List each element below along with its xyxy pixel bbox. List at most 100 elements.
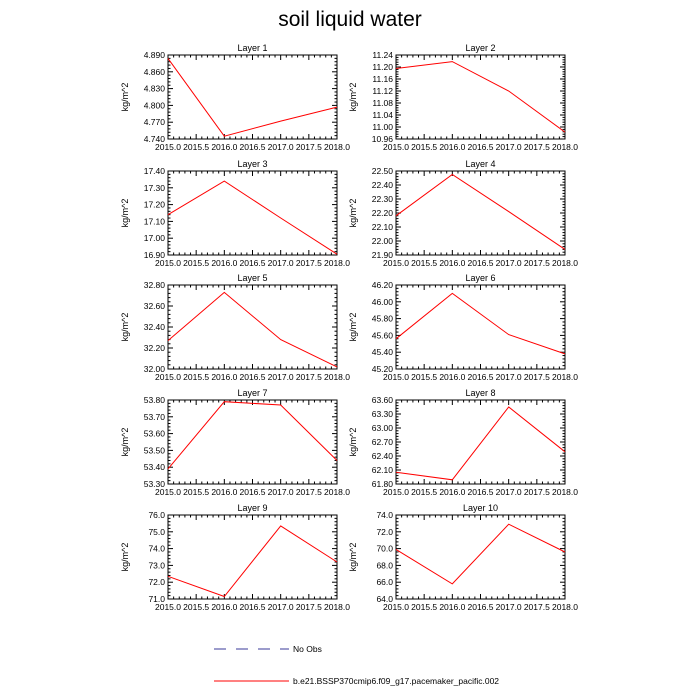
y-axis-label: kg/m^2: [348, 543, 358, 572]
series-line: [167, 401, 338, 470]
y-tick-label: 4.740: [144, 134, 166, 144]
y-tick-label: 63.60: [372, 395, 394, 405]
y-tick-label: 4.830: [144, 84, 166, 94]
x-tick-label: 2015.5: [183, 258, 209, 268]
plot-frame: [167, 514, 338, 600]
y-axis-label: kg/m^2: [120, 313, 130, 342]
y-tick-label: 76.0: [148, 510, 165, 520]
y-tick-label: 11.24: [372, 50, 393, 60]
x-tick-label: 2016.5: [468, 258, 494, 268]
x-tick-label: 2015.5: [411, 602, 437, 612]
y-tick-label: 11.16: [372, 74, 393, 84]
chart-panel-2: Layer 2 kg/m^2 10.96 11.00 11.04 11.08 11.12 11…: [348, 43, 578, 152]
x-tick-label: 2017.5: [296, 602, 322, 612]
x-tick-label: 2016.0: [439, 372, 465, 382]
x-tick-label: 2015.0: [155, 487, 181, 497]
chart-panel-9: Layer 9 kg/m^2 71.0 72.0 73.0 74.0 75.0 76.0 201…: [120, 503, 350, 612]
x-tick-label: 2018.0: [324, 258, 350, 268]
legend-model-label: b.e21.BSSP370cmip6.f09_g17.pacemaker_pac…: [293, 676, 499, 686]
series-line: [167, 180, 338, 255]
chart-panel-6: Layer 6 kg/m^2 45.20 45.40 45.60 45.80 46.00 46…: [348, 273, 578, 382]
x-tick-label: 2015.0: [383, 142, 409, 152]
y-tick-label: 22.00: [372, 236, 394, 246]
series-line: [395, 523, 566, 585]
y-tick-label: 32.20: [144, 343, 166, 353]
x-tick-label: 2016.0: [211, 142, 237, 152]
x-tick-label: 2015.5: [411, 487, 437, 497]
y-tick-label: 61.80: [372, 479, 394, 489]
panel-title: Layer 8: [465, 388, 495, 398]
series-line: [395, 406, 566, 481]
y-tick-label: 22.10: [372, 222, 394, 232]
x-tick-label: 2017.0: [268, 602, 294, 612]
x-tick-label: 2018.0: [552, 602, 578, 612]
x-tick-label: 2017.0: [268, 372, 294, 382]
x-tick-label: 2015.0: [383, 258, 409, 268]
plot-frame: [167, 170, 338, 256]
x-tick-label: 2018.0: [552, 258, 578, 268]
plot-frame: [395, 514, 566, 600]
y-axis-label: kg/m^2: [348, 428, 358, 457]
x-tick-label: 2015.5: [183, 487, 209, 497]
y-tick-label: 17.00: [144, 233, 166, 243]
y-tick-label: 32.60: [144, 301, 166, 311]
x-tick-label: 2016.0: [211, 258, 237, 268]
x-tick-label: 2017.0: [496, 602, 522, 612]
chart-panel-10: Layer 10 kg/m^2 64.0 66.0 68.0 70.0 72.0 74.0 20…: [348, 503, 578, 612]
y-tick-label: 72.0: [148, 577, 165, 587]
x-tick-label: 2017.5: [524, 258, 550, 268]
x-tick-label: 2018.0: [552, 487, 578, 497]
x-tick-label: 2015.0: [383, 602, 409, 612]
y-tick-label: 32.80: [144, 280, 166, 290]
y-tick-label: 22.30: [372, 194, 394, 204]
plot-frame: [395, 284, 566, 370]
x-tick-label: 2015.0: [155, 602, 181, 612]
x-tick-label: 2016.5: [240, 258, 266, 268]
y-tick-label: 53.40: [144, 462, 166, 472]
y-axis-label: kg/m^2: [348, 83, 358, 112]
y-tick-label: 45.20: [372, 364, 394, 374]
series-line: [395, 292, 566, 355]
y-tick-label: 4.770: [144, 117, 166, 127]
plot-frame: [167, 54, 338, 140]
y-tick-label: 11.20: [372, 62, 393, 72]
y-tick-label: 22.50: [372, 166, 394, 176]
y-tick-label: 53.50: [144, 445, 166, 455]
chart-panel-8: Layer 8 kg/m^2 61.80 62.10 62.40 62.70 63.00 63…: [348, 388, 578, 497]
x-tick-label: 2017.0: [268, 487, 294, 497]
panel-title: Layer 1: [237, 43, 267, 53]
panel-title: Layer 7: [237, 388, 267, 398]
y-axis-label: kg/m^2: [348, 313, 358, 342]
series-line: [395, 173, 566, 250]
y-tick-label: 17.30: [144, 183, 166, 193]
y-tick-label: 46.00: [372, 297, 394, 307]
x-tick-label: 2016.5: [240, 487, 266, 497]
y-tick-label: 64.0: [376, 594, 393, 604]
x-tick-label: 2017.5: [524, 487, 550, 497]
y-tick-label: 53.30: [144, 479, 166, 489]
x-tick-label: 2015.5: [411, 258, 437, 268]
y-axis-label: kg/m^2: [120, 199, 130, 228]
y-tick-label: 75.0: [148, 527, 165, 537]
y-tick-label: 11.12: [372, 86, 393, 96]
x-tick-label: 2018.0: [324, 142, 350, 152]
x-tick-label: 2017.5: [296, 142, 322, 152]
y-tick-label: 63.30: [372, 409, 394, 419]
x-tick-label: 2016.5: [240, 372, 266, 382]
y-tick-label: 32.40: [144, 322, 166, 332]
x-tick-label: 2016.0: [439, 602, 465, 612]
x-tick-label: 2016.0: [211, 602, 237, 612]
x-tick-label: 2015.0: [383, 372, 409, 382]
x-tick-label: 2017.5: [524, 602, 550, 612]
panel-title: Layer 10: [463, 503, 498, 513]
y-tick-label: 53.80: [144, 395, 166, 405]
y-tick-label: 72.0: [376, 527, 393, 537]
y-axis-label: kg/m^2: [120, 543, 130, 572]
x-tick-label: 2017.5: [296, 487, 322, 497]
y-axis-label: kg/m^2: [120, 83, 130, 112]
figure-title: soil liquid water: [278, 8, 422, 31]
y-tick-label: 70.0: [376, 544, 393, 554]
x-tick-label: 2017.0: [496, 487, 522, 497]
x-tick-label: 2016.5: [468, 602, 494, 612]
x-tick-label: 2016.5: [468, 142, 494, 152]
